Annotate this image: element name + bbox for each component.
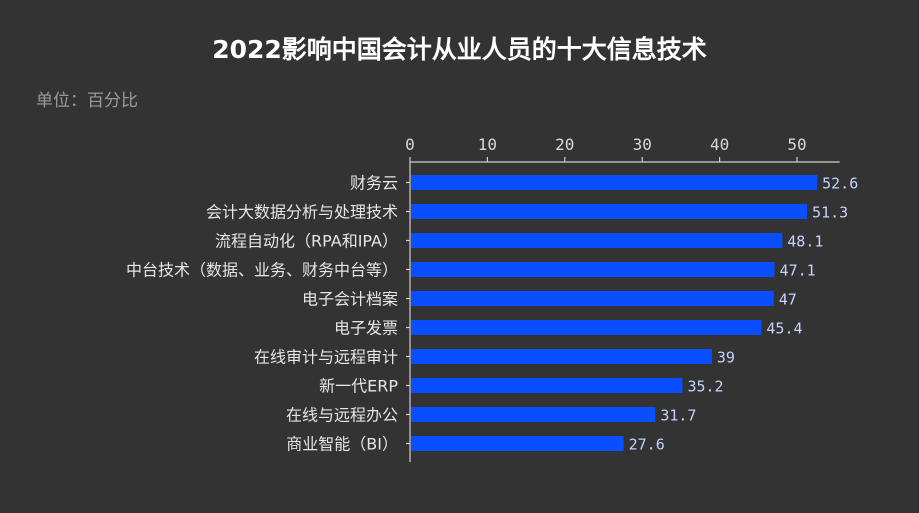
value-label: 31.7 bbox=[660, 407, 696, 425]
bar bbox=[411, 320, 762, 335]
x-tick-label: 50 bbox=[787, 135, 806, 154]
bar bbox=[411, 407, 656, 422]
x-tick-label: 10 bbox=[478, 135, 497, 154]
bar bbox=[411, 378, 683, 393]
bar bbox=[411, 262, 775, 277]
x-tick-label: 20 bbox=[555, 135, 574, 154]
category-label: 财务云 bbox=[350, 174, 398, 193]
value-label: 52.6 bbox=[822, 175, 858, 193]
bar bbox=[411, 175, 818, 190]
x-tick-label: 30 bbox=[633, 135, 652, 154]
category-label: 在线审计与远程审计 bbox=[254, 348, 398, 367]
value-label: 39 bbox=[717, 349, 735, 367]
bar bbox=[411, 291, 774, 306]
value-label: 51.3 bbox=[812, 204, 848, 222]
x-tick-label: 40 bbox=[710, 135, 729, 154]
value-label: 47 bbox=[779, 291, 797, 309]
category-label: 中台技术（数据、业务、财务中台等） bbox=[126, 261, 398, 280]
category-label: 流程自动化（RPA和IPA） bbox=[215, 232, 398, 251]
bar bbox=[411, 233, 783, 248]
value-label: 47.1 bbox=[780, 262, 816, 280]
category-label: 商业智能（BI） bbox=[286, 435, 398, 454]
x-tick-label: 0 bbox=[405, 135, 415, 154]
value-label: 35.2 bbox=[687, 378, 723, 396]
category-label: 电子会计档案 bbox=[302, 290, 398, 309]
bar-layer: 财务云 52.6 会计大数据分析与处理技术 51.3 流程自动化（RPA和IPA） 48.… bbox=[126, 174, 858, 454]
bar bbox=[411, 436, 624, 451]
bar bbox=[411, 204, 808, 219]
value-label: 48.1 bbox=[787, 233, 823, 251]
unit-label: 单位：百分比 bbox=[36, 91, 138, 111]
value-label: 27.6 bbox=[629, 436, 665, 454]
category-label: 新一代ERP bbox=[319, 377, 398, 396]
category-label: 电子发票 bbox=[334, 319, 398, 338]
value-label: 45.4 bbox=[766, 320, 802, 338]
axis-layer: 0 10 20 30 40 50 bbox=[405, 135, 840, 462]
category-label: 会计大数据分析与处理技术 bbox=[206, 203, 398, 222]
chart-title: 2022影响中国会计从业人员的十大信息技术 bbox=[212, 35, 707, 64]
bar bbox=[411, 349, 712, 364]
category-label: 在线与远程办公 bbox=[286, 406, 398, 425]
